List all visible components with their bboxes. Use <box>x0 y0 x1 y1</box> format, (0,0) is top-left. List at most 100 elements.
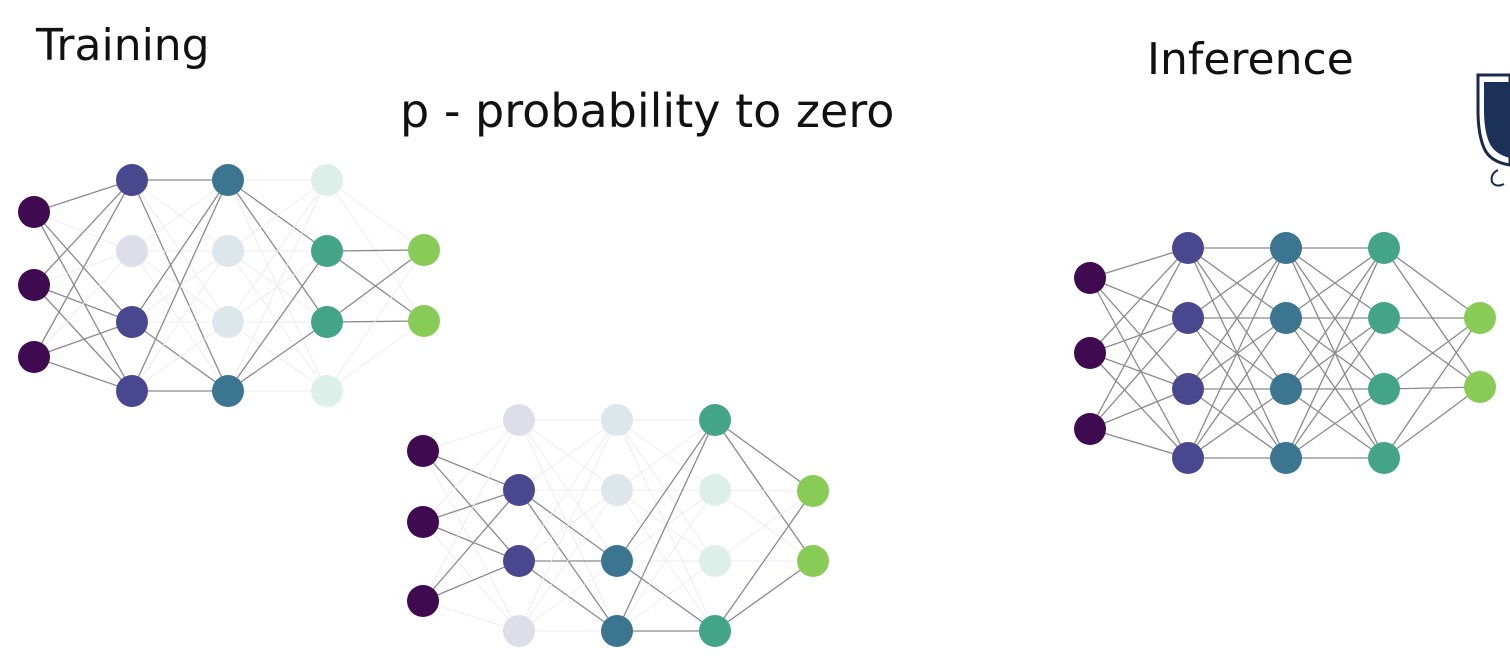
connection <box>1383 317 1481 390</box>
connection <box>33 179 133 286</box>
connection <box>1089 428 1189 459</box>
connection <box>422 560 520 602</box>
neuron <box>408 305 440 337</box>
connection <box>1089 247 1189 279</box>
neuron <box>1270 373 1302 405</box>
dropped-neuron <box>503 615 535 647</box>
dropped-neuron <box>601 474 633 506</box>
connection <box>326 249 425 252</box>
neuron <box>1368 373 1400 405</box>
dropped-neuron <box>212 306 244 338</box>
connection <box>33 321 133 358</box>
dropped-connection <box>714 489 814 492</box>
connection <box>422 489 520 602</box>
connection <box>616 419 716 632</box>
connection <box>326 320 425 323</box>
connection <box>1089 277 1189 390</box>
neuron <box>699 404 731 436</box>
dropped-connection <box>326 249 425 392</box>
connection <box>1383 317 1481 459</box>
connection <box>714 490 814 632</box>
connection <box>1285 247 1385 390</box>
neuron <box>601 545 633 577</box>
dropped-connection <box>616 489 716 632</box>
neuron <box>1074 262 1106 294</box>
connection <box>1285 317 1385 459</box>
dropped-connection <box>518 419 618 491</box>
neuron <box>212 164 244 196</box>
connection <box>1089 277 1189 319</box>
connection <box>1089 352 1189 390</box>
connection <box>1187 388 1287 459</box>
connection <box>33 356 133 392</box>
connection <box>33 284 133 392</box>
connection <box>33 179 133 358</box>
training-title: Training <box>36 20 210 71</box>
university-shield-icon <box>1470 70 1510 200</box>
connection <box>227 250 328 392</box>
connection <box>1089 388 1189 430</box>
connection <box>1089 247 1189 430</box>
training-network-b <box>407 404 829 647</box>
neuron <box>407 585 439 617</box>
neuron <box>503 474 535 506</box>
neuron <box>1172 373 1204 405</box>
dropped-neuron <box>601 404 633 436</box>
connection <box>1383 247 1481 319</box>
dropped-connection <box>131 321 229 392</box>
neuron <box>797 475 829 507</box>
connection <box>1187 247 1287 319</box>
connection <box>1089 277 1189 459</box>
connection <box>326 249 425 323</box>
dropped-connection <box>131 250 229 392</box>
connection <box>422 521 520 562</box>
dropped-connection <box>422 419 520 452</box>
neuron <box>18 341 50 373</box>
connection <box>1187 317 1287 459</box>
connection <box>1285 388 1385 459</box>
dropped-neuron <box>503 404 535 436</box>
neuron <box>1172 302 1204 334</box>
neuron <box>1464 302 1496 334</box>
dropped-neuron <box>212 235 244 267</box>
neuron <box>1368 302 1400 334</box>
connection <box>616 419 716 562</box>
dropped-connection <box>422 521 520 632</box>
connection <box>33 211 133 392</box>
neuron <box>1172 442 1204 474</box>
neuron <box>601 615 633 647</box>
dropped-connection <box>227 179 328 252</box>
inference-network <box>1074 232 1496 474</box>
neuron <box>1270 442 1302 474</box>
neuron <box>311 235 343 267</box>
dropped-neuron <box>116 235 148 267</box>
neuron <box>407 506 439 538</box>
dropped-connection <box>227 179 328 323</box>
dropped-connection <box>326 320 425 392</box>
neuron <box>1270 302 1302 334</box>
dropped-connection <box>33 250 133 358</box>
dropped-connection <box>131 179 229 252</box>
neuron <box>408 234 440 266</box>
neuron <box>1074 413 1106 445</box>
connection <box>714 419 814 492</box>
dropped-connection <box>422 419 520 523</box>
connection <box>1383 386 1481 459</box>
connection <box>227 321 328 392</box>
dropped-connection <box>422 419 520 602</box>
connection <box>1089 317 1189 354</box>
neuron <box>116 306 148 338</box>
dropped-connection <box>616 560 716 632</box>
training-network-a <box>18 164 440 407</box>
connection <box>1089 317 1189 430</box>
neuron <box>1270 232 1302 264</box>
neuron <box>1074 337 1106 369</box>
connection <box>1089 352 1189 459</box>
connection <box>131 179 229 392</box>
connection <box>1285 247 1385 459</box>
connection <box>422 489 520 523</box>
dropout-probability-caption: p - probability to zero <box>400 84 895 138</box>
dropped-connection <box>714 490 814 562</box>
neuron <box>407 435 439 467</box>
